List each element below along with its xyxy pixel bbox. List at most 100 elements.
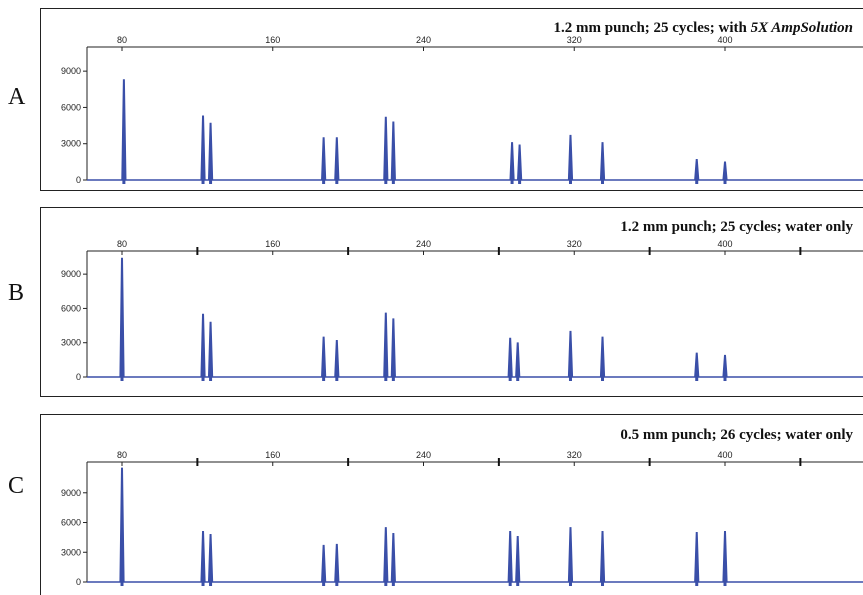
peak-9 [567, 134, 574, 181]
peak-base-10 [601, 179, 605, 184]
peak-9 [567, 330, 574, 378]
y-tick-label-3000: 3000 [61, 338, 81, 348]
panel-a: 1.2 mm punch; 25 cycles; with 5X AmpSolu… [40, 8, 863, 191]
peak-0 [121, 79, 127, 181]
peak-base-1 [201, 376, 205, 381]
peak-base-6 [391, 179, 395, 184]
peak-base-2 [209, 376, 213, 381]
x-tick-label-80: 80 [117, 450, 127, 460]
peak-base-8 [518, 179, 522, 184]
peak-5 [383, 312, 389, 378]
peak-base-2 [209, 581, 213, 586]
peak-base-2 [209, 179, 213, 184]
panel-letter-c: C [8, 473, 25, 499]
peak-8 [515, 536, 521, 583]
y-tick-label-3000: 3000 [61, 139, 81, 149]
peak-base-9 [568, 179, 572, 184]
peak-base-5 [384, 581, 388, 586]
peak-12 [722, 354, 728, 378]
peak-1 [200, 531, 206, 583]
peak-5 [383, 116, 389, 181]
y-tick-label-6000: 6000 [61, 518, 81, 528]
peak-base-6 [391, 581, 395, 586]
peak-base-6 [391, 376, 395, 381]
panel-c: 0.5 mm punch; 26 cycles; water only 80 16… [40, 414, 863, 595]
chromatogram-c: 0.5 mm punch; 26 cycles; water only 80 16… [61, 427, 863, 587]
peak-base-7 [508, 581, 512, 586]
panel-a-title-main: 1.2 mm punch; 25 cycles; with [554, 20, 751, 36]
peak-4 [334, 543, 340, 583]
panel-a-title-italic: 5X AmpSolution [751, 20, 853, 36]
panel-b: 1.2 mm punch; 25 cycles; water only 80 16… [40, 207, 863, 397]
y-tick-label-9000: 9000 [61, 488, 81, 498]
peak-2 [207, 122, 214, 181]
peak-2 [207, 534, 214, 583]
peak-11 [694, 159, 700, 181]
peak-0 [119, 467, 125, 583]
peak-base-8 [516, 581, 520, 586]
peak-2 [207, 321, 214, 378]
peak-1 [200, 313, 206, 378]
y-tick-label-6000: 6000 [61, 102, 81, 112]
peak-12 [722, 161, 728, 181]
x-tick-label-80: 80 [117, 239, 127, 249]
peak-1 [200, 115, 206, 181]
peak-10 [599, 142, 606, 181]
peak-base-1 [201, 581, 205, 586]
x-tick-label-80: 80 [117, 35, 127, 45]
peak-3 [321, 336, 327, 378]
peak-7 [507, 531, 513, 583]
peak-10 [599, 336, 606, 378]
peak-base-3 [322, 581, 326, 586]
peak-7 [509, 142, 515, 181]
peak-4 [334, 137, 340, 181]
peak-base-0 [122, 179, 126, 184]
y-tick-label-3000: 3000 [61, 547, 81, 557]
peak-11 [694, 352, 700, 378]
panel-letter-b: B [8, 280, 25, 306]
peak-3 [321, 137, 327, 181]
peak-base-5 [384, 376, 388, 381]
peak-base-12 [723, 581, 727, 586]
peak-7 [507, 337, 513, 378]
x-tick-label-160: 160 [265, 239, 280, 249]
peak-base-12 [723, 376, 727, 381]
panel-letter-a: A [8, 84, 26, 110]
x-tick-label-400: 400 [717, 450, 732, 460]
y-tick-label-0: 0 [76, 577, 81, 587]
peak-12 [722, 531, 728, 583]
peak-3 [321, 544, 327, 583]
x-tick-label-320: 320 [567, 450, 582, 460]
peak-base-4 [335, 179, 339, 184]
panel-c-title: 0.5 mm punch; 26 cycles; water only [620, 427, 853, 443]
peak-base-9 [568, 581, 572, 586]
panel-c-title-main: 0.5 mm punch; 26 cycles; water only [620, 427, 853, 443]
peak-0 [119, 257, 125, 378]
peak-base-7 [510, 179, 514, 184]
peak-8 [516, 144, 523, 181]
peak-base-5 [384, 179, 388, 184]
peak-base-0 [120, 376, 124, 381]
x-tick-label-160: 160 [265, 35, 280, 45]
peak-6 [390, 121, 396, 181]
peak-6 [390, 318, 396, 378]
peak-base-8 [516, 376, 520, 381]
panel-a-title: 1.2 mm punch; 25 cycles; with 5X AmpSolu… [554, 20, 853, 36]
peak-5 [383, 527, 389, 583]
x-tick-label-400: 400 [717, 35, 732, 45]
y-tick-label-0: 0 [76, 372, 81, 382]
peak-base-10 [601, 581, 605, 586]
y-tick-label-0: 0 [76, 175, 81, 185]
y-tick-label-9000: 9000 [61, 66, 81, 76]
chromatogram-b: 1.2 mm punch; 25 cycles; water only 80 16… [61, 219, 863, 382]
x-tick-label-160: 160 [265, 450, 280, 460]
peak-base-9 [568, 376, 572, 381]
x-tick-label-320: 320 [567, 35, 582, 45]
peak-base-12 [723, 179, 727, 184]
peak-base-4 [335, 581, 339, 586]
panel-b-title-main: 1.2 mm punch; 25 cycles; water only [620, 219, 853, 235]
peak-base-1 [201, 179, 205, 184]
x-tick-label-240: 240 [416, 239, 431, 249]
peak-6 [390, 533, 396, 583]
peak-8 [515, 342, 521, 378]
